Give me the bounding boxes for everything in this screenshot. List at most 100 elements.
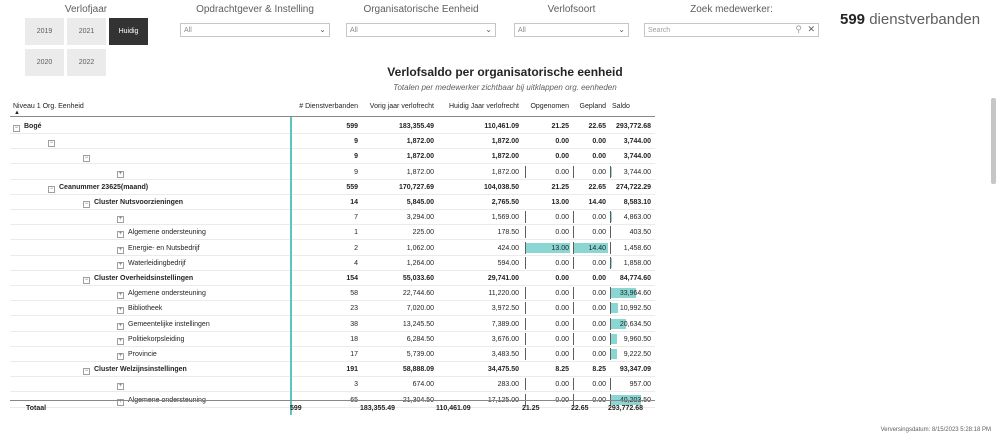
expand-icon[interactable]: +	[117, 337, 124, 345]
expand-icon[interactable]: +	[117, 216, 124, 224]
row-value: 403.50	[629, 229, 651, 237]
expand-icon[interactable]: +	[117, 246, 124, 254]
row-value: 0.00	[592, 229, 606, 237]
table-row: − Bogé 599 183,355.49 110,461.09 21.25 22.65 29…	[10, 119, 655, 134]
row-separator	[10, 330, 655, 332]
year-button-2019[interactable]: 2019	[25, 18, 64, 45]
refresh-timestamp: Verversingsdatum: 8/15/2023 5:28:18 PM	[880, 427, 991, 433]
row-label: + Gemeentelijke instellingen	[117, 321, 210, 330]
row-label: + Provincie	[117, 351, 157, 360]
column-header-saldo[interactable]: Saldo	[612, 103, 630, 110]
row-value: 13.00	[551, 244, 569, 252]
expand-icon[interactable]: +	[117, 261, 124, 269]
year-button-huidig[interactable]: Huidig	[109, 18, 148, 45]
data-bar	[610, 257, 612, 268]
data-bar-axis	[573, 165, 574, 178]
row-value: 8.25	[555, 366, 569, 374]
row-separator	[10, 209, 655, 210]
column-header-huidig-jaar[interactable]: Huidig Jaar verlofrecht	[448, 103, 519, 110]
row-label: + Bibliotheek	[117, 305, 162, 315]
data-bar-axis	[610, 256, 611, 269]
column-header-dienstverbanden[interactable]: # Dienstverbanden	[299, 103, 358, 110]
expand-icon[interactable]: +	[117, 170, 124, 178]
collapse-icon[interactable]: −	[83, 155, 90, 163]
row-label: +	[117, 169, 128, 178]
row-value: 0.00	[592, 153, 606, 161]
expand-icon[interactable]: +	[117, 353, 124, 360]
expand-icon[interactable]: +	[117, 383, 124, 391]
row-label: − Bogé	[13, 123, 42, 132]
page-scrollbar[interactable]	[991, 98, 996, 184]
expand-icon[interactable]: +	[117, 231, 124, 239]
column-header-vorig-jaar[interactable]: Vorig jaar verlofrecht	[369, 103, 434, 110]
expand-icon[interactable]: +	[117, 307, 124, 315]
collapse-icon[interactable]: −	[83, 201, 90, 208]
row-value: 0.00	[592, 320, 606, 328]
collapse-icon[interactable]: −	[13, 125, 20, 132]
search-icon[interactable]: ⚲	[795, 24, 802, 34]
year-button-2020[interactable]: 2020	[25, 49, 64, 76]
data-bar-axis	[573, 317, 574, 330]
row-value: 8.25	[592, 366, 606, 374]
org-eenheid-value: All	[350, 26, 358, 34]
row-label-text: Energie- en Nutsbedrijf	[128, 244, 200, 252]
data-bar-axis	[573, 241, 574, 254]
collapse-icon[interactable]: −	[83, 368, 90, 376]
table-row: − Cluster Nutsvoorzieningen 14 5,845.00 2,76…	[10, 195, 655, 210]
org-eenheid-dropdown[interactable]: All ⌄	[346, 23, 496, 37]
verlofsoort-dropdown[interactable]: All ⌄	[514, 23, 629, 37]
collapse-icon[interactable]: −	[48, 185, 55, 193]
row-separator	[10, 148, 655, 150]
row-separator	[10, 224, 655, 226]
row-value: 154	[346, 275, 358, 282]
row-value: 14	[350, 199, 358, 206]
medewerker-search-input[interactable]: Search ⚲ ✕	[644, 23, 819, 37]
collapse-icon[interactable]: −	[48, 140, 55, 148]
data-bar-axis	[525, 256, 526, 269]
row-label-text: Cluster Overheidsinstellingen	[94, 275, 194, 282]
row-value: 225.00	[412, 229, 434, 237]
row-value: 0.00	[592, 275, 606, 282]
row-value: 29,741.00	[487, 275, 519, 282]
row-separator	[10, 133, 655, 134]
year-button-2022[interactable]: 2022	[67, 49, 106, 76]
collapse-icon[interactable]: −	[83, 277, 90, 284]
data-bar-axis	[610, 287, 611, 300]
column-header-gepland[interactable]: Gepland	[579, 103, 606, 110]
row-separator	[10, 376, 655, 378]
row-value: 9	[354, 153, 358, 161]
clear-icon[interactable]: ✕	[807, 24, 815, 34]
column-header-opgenomen[interactable]: Opgenomen	[530, 103, 569, 110]
row-value: 38	[350, 320, 358, 328]
table-row: − Cluster Overheidsinstellingen 154 55,033.…	[10, 271, 655, 286]
row-separator	[10, 178, 655, 180]
row-label-text: Waterleidingbedrijf	[128, 259, 186, 267]
row-label-text: Provincie	[128, 351, 157, 358]
row-separator	[10, 391, 655, 393]
data-bar	[525, 242, 570, 253]
row-label-text: Bogé	[24, 123, 42, 130]
row-value: 1,872.00	[491, 138, 519, 146]
row-value: 33,964.60	[619, 290, 651, 298]
search-placeholder: Search	[648, 26, 671, 34]
data-bar-axis	[610, 348, 611, 360]
expand-icon[interactable]: +	[117, 398, 124, 406]
data-bar	[573, 242, 608, 253]
year-button-2021[interactable]: 2021	[67, 18, 106, 45]
org-eenheid-title: Organisatorische Eenheid	[363, 4, 479, 15]
kpi-label: dienstverbanden	[869, 11, 981, 28]
visual-subtitle: Totalen per medewerker zichtbaar bij uit…	[393, 83, 617, 92]
row-value: 4	[354, 259, 358, 267]
opdrachtgever-dropdown[interactable]: All ⌄	[180, 23, 330, 37]
column-header-niveau[interactable]: Niveau 1 Org. Eenheid	[13, 103, 84, 110]
table-row: +3 674.00 283.00 0.00 0.00 957.00	[10, 377, 655, 393]
row-value: 957.00	[629, 381, 651, 389]
row-value: 0.00	[592, 168, 606, 176]
expand-icon[interactable]: +	[117, 292, 124, 300]
data-bar	[610, 349, 618, 359]
row-value: 0.00	[555, 214, 569, 222]
row-value: 3,294.00	[406, 214, 434, 222]
expand-icon[interactable]: +	[117, 322, 124, 330]
row-value: 13,245.50	[402, 320, 434, 328]
row-label-text: Gemeentelijke instellingen	[128, 320, 210, 328]
